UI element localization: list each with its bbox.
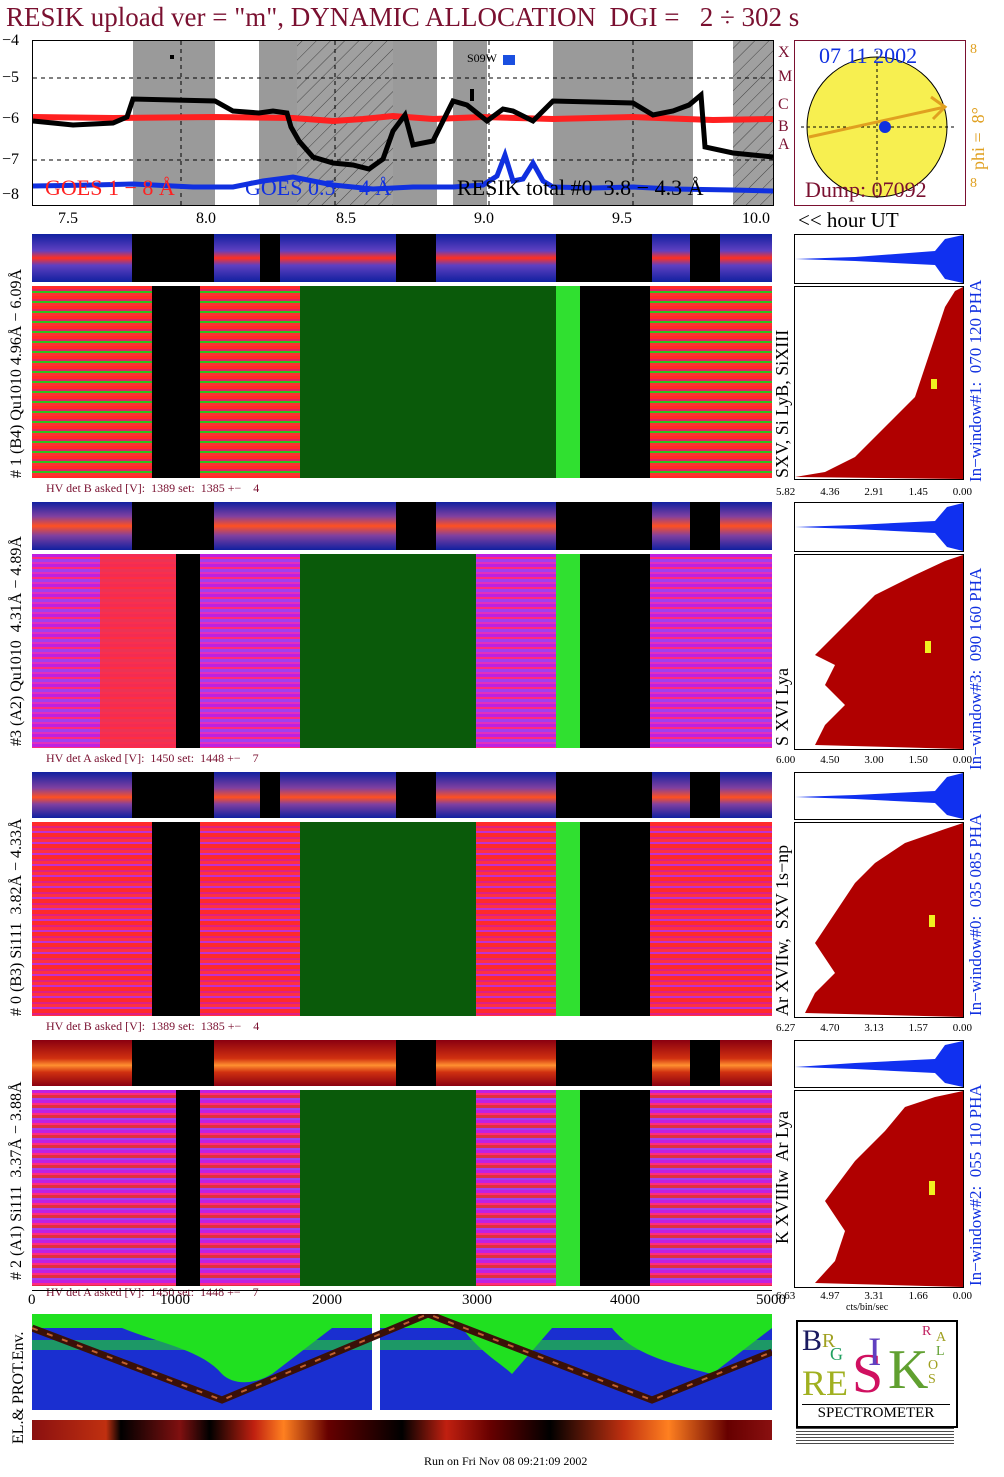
- logo-letter: B: [802, 1324, 823, 1357]
- eclipse-band: [553, 41, 653, 205]
- hist-unit-label: cts/bin/sec: [846, 1302, 889, 1313]
- time-axis-label: << hour UT: [798, 208, 899, 232]
- run-timestamp: Run on Fri Nov 08 09:21:09 2002: [424, 1454, 588, 1468]
- y-tick: −8: [2, 186, 20, 203]
- channel-2-window: In−window#2: 055 110 PHA: [966, 1084, 985, 1286]
- time-tick: 8.0: [196, 210, 216, 227]
- time-tick: 9.0: [474, 210, 494, 227]
- legend-goes-1-8: GOES 1 − 8 Å: [45, 175, 175, 200]
- class-label: X: [778, 44, 790, 61]
- channel-0-label: # 0 (B3) Si111 3.82Å − 4.33Å: [8, 818, 25, 1016]
- lightcurve-panel: S09W GOES 1 − 8 Å GOES 0.5 − 4 Å RESIK t…: [32, 40, 774, 206]
- channel-0-hv-status: HV det B asked [V]: 1389 set: 1385 +− 4: [46, 1019, 260, 1033]
- channel-2-lines: K XVIIIw Ar Lya: [772, 1111, 792, 1244]
- time-tick: 7.5: [58, 210, 78, 227]
- logo-letter: A: [936, 1330, 947, 1345]
- class-label: A: [778, 136, 790, 153]
- channel-1-lines: SXV, Si LyB, SiXIII: [772, 329, 792, 478]
- channel-3-window: In−window#3: 090 160 PHA: [966, 567, 985, 770]
- logo-letter: I: [868, 1329, 882, 1374]
- phi-label: phi = 8°: [968, 107, 988, 170]
- logo-letter: RE: [802, 1363, 849, 1403]
- sun-panel: 07 11 2002 Dump: 07092: [794, 40, 966, 206]
- channel-1-window: In−window#1: 070 120 PHA: [966, 279, 985, 482]
- orbit-mark: 8: [970, 42, 977, 57]
- channel-0-hist-ticks: 6.27 4.70 3.13 1.57 0.00: [776, 1022, 972, 1034]
- channel-3-count-histogram: [794, 554, 964, 750]
- channel-0-count-histogram: [794, 822, 964, 1018]
- channel-2-count-histogram: [794, 1090, 964, 1288]
- resik-total-curve: [33, 89, 773, 172]
- region-annotation: S09W: [467, 51, 497, 65]
- y-tick: −4: [2, 32, 20, 49]
- channel-3-lines: S XVI Lya: [772, 668, 792, 746]
- channel-3-hv-status: HV det A asked [V]: 1450 set: 1448 +− 7: [46, 751, 259, 765]
- saa-band: [733, 41, 773, 205]
- y-tick: −6: [2, 110, 20, 127]
- channel-3-hist-ticks: 6.00 4.50 3.00 1.50 0.00: [776, 754, 972, 766]
- goes-05-4-curve: [33, 147, 773, 194]
- y-tick: −5: [2, 69, 20, 86]
- legend-goes-05-4: GOES 0.5 − 4 Å: [245, 175, 392, 200]
- channel-3-label: #3 (A2) Qu1010 4.31Å − 4.89Å: [8, 536, 25, 746]
- logo-letter: S: [852, 1343, 884, 1405]
- sample-tick: 5000: [756, 1292, 786, 1308]
- channel-1-pha-histogram: [794, 234, 964, 284]
- lightcurve-plot: [33, 41, 773, 205]
- sample-tick: 1000: [160, 1292, 190, 1308]
- logo-letter: G: [830, 1344, 843, 1364]
- eclipse-band: [653, 41, 693, 205]
- logo-fineprint: [796, 1428, 954, 1446]
- channel-3-pha-histogram: [794, 502, 964, 552]
- channel-2-hist-ticks: 6.63 4.97 3.31 1.66 0.00: [776, 1290, 972, 1302]
- observation-date: 07 11 2002: [819, 43, 918, 68]
- logo-letter: K: [888, 1339, 929, 1401]
- eclipse-band: [453, 41, 487, 205]
- time-tick: 9.5: [612, 210, 632, 227]
- class-label: C: [778, 96, 789, 113]
- logo-letter: O: [928, 1358, 939, 1373]
- channel-1-hist-ticks: 5.82 4.36 2.91 1.45 0.00: [776, 486, 972, 498]
- flare-class-scale: X M C B A: [778, 34, 792, 164]
- channel-1-count-histogram: [794, 286, 964, 480]
- sample-tick: 4000: [610, 1292, 640, 1308]
- particle-environment-strip: [32, 1420, 772, 1440]
- channel-1-hv-status: HV det B asked [V]: 1389 set: 1385 +− 4: [46, 481, 260, 495]
- resik-logo: B R G RE S I K S O L A R SPECTROMETER: [796, 1320, 958, 1428]
- channel-2-label: # 2 (A1) Si111 3.37Å − 3.88Å: [8, 1081, 25, 1281]
- class-label: M: [778, 68, 793, 85]
- time-tick: 10.0: [742, 210, 770, 227]
- sample-tick: 0: [28, 1292, 36, 1308]
- time-tick: 8.5: [336, 210, 356, 227]
- sample-tick: 3000: [462, 1292, 492, 1308]
- logo-letter: S: [928, 1372, 936, 1387]
- y-tick: −7: [2, 151, 20, 168]
- channel-0-pha-histogram: [794, 772, 964, 820]
- logo-caption: SPECTROMETER: [802, 1404, 950, 1421]
- channel-2-pha-histogram: [794, 1040, 964, 1088]
- ground-track-map: [32, 1314, 772, 1410]
- channel-0-window: In−window#0: 035 085 PHA: [966, 813, 985, 1016]
- channel-0-lines: Ar XVIIw, SXV 1s−np: [772, 844, 792, 1016]
- channel-2-hv-status: HV det A asked [V]: 1450 set: 1448 +− 7: [46, 1285, 259, 1299]
- logo-letter: R: [922, 1324, 932, 1339]
- orbit-mark: 8: [970, 176, 977, 191]
- page-title: RESIK upload ver = "m", DYNAMIC ALLOCATI…: [6, 2, 800, 32]
- sample-tick: 2000: [312, 1292, 342, 1308]
- logo-letter: L: [936, 1344, 945, 1359]
- legend-resik: RESIK total #0 3.8 − 4.3 Å: [457, 175, 704, 200]
- goes-1-8-curve: [33, 112, 773, 125]
- dump-number: Dump: 07092: [805, 177, 927, 202]
- class-label: B: [778, 118, 789, 135]
- channel-1-label: # 1 (B4) Qu1010 4.96Å − 6.09Å: [8, 268, 25, 478]
- ground-track-label: EL.& PROT.Env.: [10, 1331, 27, 1444]
- eclipse-band: [133, 41, 215, 205]
- logo-letter: R: [822, 1330, 836, 1352]
